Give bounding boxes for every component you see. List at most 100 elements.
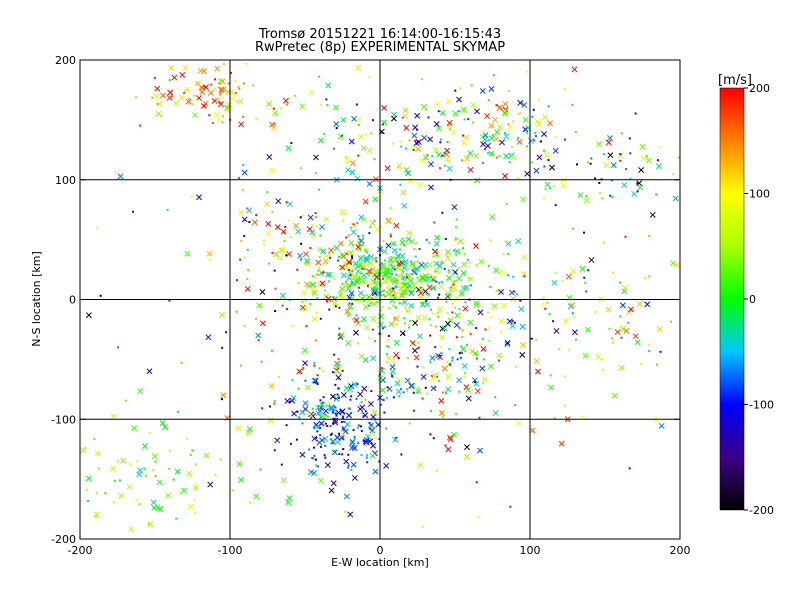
data-point-cross [306,226,313,233]
data-point-dot [397,357,400,360]
data-point-cross [445,248,451,255]
data-point-cross [162,424,169,431]
data-point-cross [393,256,400,262]
data-point-dot [395,323,398,326]
data-point-dot [369,226,372,229]
data-point-cross [403,167,410,173]
data-point-cross [360,316,367,322]
data-point-cross [179,72,186,78]
data-point-dot [342,219,345,222]
data-point-cross [460,270,467,277]
data-point-cross [355,320,362,327]
data-point-dot [274,287,277,290]
data-point-dot [406,276,409,279]
data-point-cross [366,147,373,154]
data-point-cross [427,136,434,143]
data-point-cross [420,373,427,380]
data-point-dot [270,349,273,352]
data-point-dot [337,367,340,370]
data-point-cross [547,120,554,127]
data-point-dot [380,225,383,228]
data-point-dot [465,343,468,346]
data-point-cross [203,452,210,459]
data-point-dot [222,63,225,66]
data-point-dot [319,434,322,437]
data-point-dot [352,223,355,226]
data-point-cross [488,150,495,157]
data-point-dot [607,158,610,161]
data-point-dot [381,305,384,308]
data-point-dot [357,123,360,126]
data-point-cross [157,506,164,512]
data-point-cross [460,346,467,353]
data-point-dot [469,333,472,336]
data-point-cross [214,65,221,72]
data-point-cross [153,93,160,100]
data-point-dot [319,234,322,237]
data-point-cross [383,271,390,278]
data-point-cross [656,326,663,332]
data-point-dot [172,478,175,481]
data-point-dot [487,139,490,142]
data-point-cross [317,408,324,414]
data-point-dot [382,398,385,401]
data-point-dot [467,118,470,121]
data-point-dot [514,404,517,407]
data-point-cross [446,434,453,441]
data-point-dot [357,263,360,266]
data-point-cross [596,141,602,148]
data-point-dot [285,103,288,106]
data-point-dot [386,386,389,389]
data-point-cross [156,479,163,486]
data-point-cross [339,264,346,271]
data-point-cross [340,392,347,398]
data-point-cross [155,110,162,117]
data-point-cross [456,312,462,319]
data-point-cross [195,95,202,101]
data-point-dot [552,320,555,323]
data-point-cross [481,376,488,383]
data-point-cross [136,471,143,478]
data-point-cross [418,287,425,294]
data-point-dot [309,302,312,305]
data-point-cross [391,247,398,254]
data-point-dot [451,302,454,305]
data-point-cross [444,320,451,327]
data-point-dot [113,479,116,482]
data-point-cross [501,110,508,116]
data-point-cross [357,406,364,413]
data-point-cross [623,327,630,334]
data-point-dot [370,290,373,293]
data-point-dot [365,456,368,459]
data-point-dot [436,254,439,257]
data-point-cross [362,198,369,205]
data-point-cross [338,434,345,441]
data-point-dot [379,403,382,406]
data-point-cross [361,272,368,279]
data-point-cross [460,285,467,292]
data-point-dot [611,337,614,340]
data-point-dot [417,341,420,344]
data-point-dot [221,346,224,349]
data-point-dot [278,375,281,378]
data-point-cross [626,309,633,316]
data-point-cross [174,468,181,475]
data-point-dot [458,308,461,311]
data-point-dot [334,406,337,409]
data-point-cross [417,181,424,188]
data-point-cross [207,481,214,488]
data-point-dot [203,85,206,88]
data-point-cross [387,256,394,263]
data-point-dot [154,460,157,463]
data-point-dot [380,308,383,311]
data-point-cross [302,251,309,258]
data-point-cross [320,248,327,255]
data-point-dot [312,446,315,449]
data-point-dot [364,398,367,401]
data-point-dot [428,318,431,321]
data-point-cross [658,422,665,429]
data-point-dot [218,82,221,85]
data-point-dot [647,343,650,346]
data-point-dot [451,356,454,359]
data-point-cross [636,300,643,307]
